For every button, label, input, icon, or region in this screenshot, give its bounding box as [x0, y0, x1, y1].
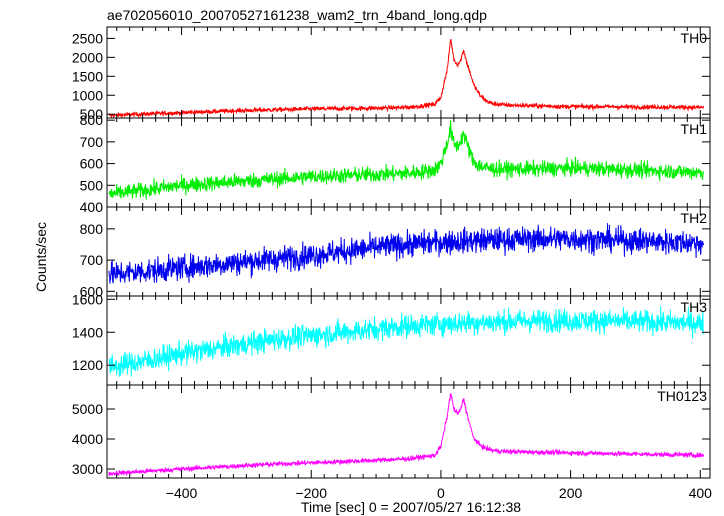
y-tick-label: 1600: [72, 291, 103, 307]
panel-frame: [106, 26, 711, 119]
panel-frame: [106, 295, 711, 386]
y-tick-label: 700: [80, 134, 104, 150]
series-line-th3: [108, 306, 704, 377]
y-tick-label: 800: [80, 221, 104, 237]
y-axis-title: Counts/sec: [33, 222, 49, 292]
y-tick-label: 3000: [72, 461, 103, 477]
series-line-th2: [108, 223, 704, 284]
panel-th2: 600 700 800 TH2: [80, 206, 711, 299]
x-tick-label: 400: [689, 485, 713, 501]
x-tick-label: 0: [437, 485, 445, 501]
panel-frame: [106, 117, 711, 208]
y-tick-label: 1500: [72, 68, 103, 84]
y-tick-label: 600: [80, 156, 104, 172]
y-tick-label: 600: [80, 283, 104, 299]
x-tick-label: −200: [295, 485, 327, 501]
y-tick-label: 1000: [72, 87, 103, 103]
panel-frame: [106, 384, 711, 479]
panel-label-th3: TH3: [681, 299, 708, 315]
x-axis-title: Time [sec] 0 = 2007/05/27 16:12:38: [301, 499, 521, 515]
y-tick-label: 500: [80, 177, 104, 193]
series-line-th0123: [108, 393, 704, 477]
y-tick-label: 1200: [72, 357, 103, 373]
y-tick-label: 5000: [72, 401, 103, 417]
y-tick-label: 800: [80, 112, 104, 128]
panel-th0123: 3000 4000 5000 TH0123: [72, 384, 711, 479]
panel-label-th2: TH2: [681, 210, 708, 226]
y-tick-label: 700: [80, 252, 104, 268]
y-tick-label: 1400: [72, 324, 103, 340]
panel-label-th0123: TH0123: [657, 388, 707, 404]
panel-label-th1: TH1: [681, 121, 708, 137]
panel-th0: 500 1000 1500 2000 2500 TH0: [72, 26, 711, 122]
x-tick-label: 200: [559, 485, 583, 501]
series-line-th0: [108, 38, 704, 118]
panel-th1: 400 500 600 700 800 TH1: [80, 112, 711, 215]
y-tick-label: 500: [80, 106, 104, 122]
y-tick-label: 2500: [72, 30, 103, 46]
panel-label-th0: TH0: [681, 30, 708, 46]
series-line-th1: [108, 120, 704, 200]
y-tick-label: 2000: [72, 49, 103, 65]
chart-title: ae702056010_20070527161238_wam2_trn_4ban…: [107, 7, 487, 23]
panel-th3: 1200 1400 1600 TH3: [72, 291, 711, 386]
y-tick-label: 4000: [72, 431, 103, 447]
y-tick-label: 400: [80, 199, 104, 215]
x-tick-label: −400: [166, 485, 198, 501]
